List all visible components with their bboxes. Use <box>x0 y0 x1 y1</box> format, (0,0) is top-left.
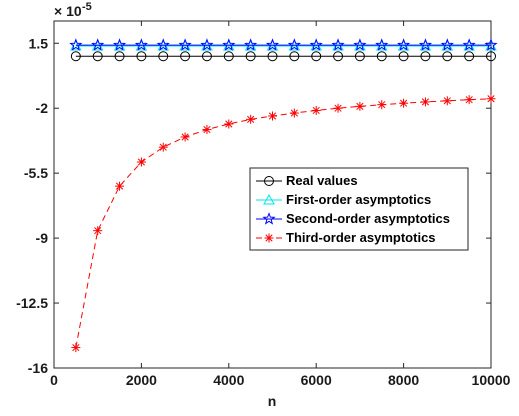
data-point <box>69 38 83 51</box>
data-point <box>311 51 322 62</box>
data-point <box>420 97 430 107</box>
y-tick-label: -16 <box>28 360 48 376</box>
series-3 <box>69 38 498 51</box>
data-point <box>158 142 168 152</box>
series-4 <box>71 94 496 353</box>
y-tick-label: 1.5 <box>29 35 49 51</box>
data-point <box>222 38 236 51</box>
data-point <box>289 108 299 118</box>
data-point <box>420 51 431 62</box>
legend-label: Real values <box>286 173 358 188</box>
data-point <box>333 51 344 62</box>
data-point <box>486 51 496 62</box>
data-point <box>202 125 212 135</box>
x-tick-label: 6000 <box>301 372 332 388</box>
data-point <box>442 96 452 106</box>
data-point <box>70 51 81 62</box>
x-tick-label: 8000 <box>388 372 419 388</box>
legend-label: Third-order asymptotics <box>286 230 436 245</box>
data-point <box>91 38 105 51</box>
data-point <box>289 51 300 62</box>
x-tick-label: 0 <box>50 372 58 388</box>
data-point <box>440 38 454 51</box>
data-point <box>178 38 192 51</box>
y-multiplier-exponent: -5 <box>82 1 92 13</box>
data-point <box>224 119 234 129</box>
data-point <box>377 100 387 110</box>
data-point <box>180 132 190 142</box>
y-axis-multiplier: × 10 -5 <box>54 1 92 19</box>
data-point <box>93 226 103 236</box>
data-point <box>244 38 258 51</box>
y-tick-label: -12.5 <box>16 295 48 311</box>
x-tick-label: 10000 <box>472 372 511 388</box>
data-point <box>484 38 498 51</box>
legend-swatch-marker <box>264 233 274 243</box>
x-tick-label: 2000 <box>126 372 157 388</box>
data-point <box>376 51 387 62</box>
x-axis-label: n <box>268 393 277 409</box>
data-point <box>158 51 169 62</box>
data-point <box>353 38 367 51</box>
series-layer <box>69 38 498 353</box>
data-point <box>462 38 476 51</box>
x-axis-ticks <box>53 21 492 368</box>
data-point <box>399 98 409 108</box>
y-tick-label: -2 <box>36 100 49 116</box>
legend-swatch-marker <box>263 193 275 205</box>
data-point <box>92 51 103 62</box>
data-point <box>245 51 256 62</box>
data-point <box>464 51 475 62</box>
y-tick-label: -9 <box>36 230 49 246</box>
data-point <box>311 105 321 115</box>
data-point <box>246 114 256 124</box>
data-point <box>201 51 212 62</box>
data-point <box>223 51 234 62</box>
data-point <box>354 51 365 62</box>
legend-swatches <box>256 176 282 243</box>
y-multiplier-base: × 10 <box>54 3 82 19</box>
data-point <box>156 38 170 51</box>
data-point <box>309 38 323 51</box>
legend-swatch-marker <box>264 176 274 186</box>
data-point <box>180 51 191 62</box>
legend-swatch-marker <box>262 212 276 225</box>
y-axis-tick-labels: -16 -12.5 -9 -5.5 -2 1.5 <box>16 35 48 376</box>
data-point <box>287 38 301 51</box>
data-point <box>331 38 345 51</box>
data-point <box>397 38 411 51</box>
data-point <box>136 157 146 167</box>
x-axis-tick-labels: 0 2000 4000 6000 8000 10000 <box>50 372 511 388</box>
data-point <box>265 38 280 51</box>
data-point <box>200 38 214 51</box>
data-point <box>267 51 278 62</box>
data-point <box>114 51 125 62</box>
data-point <box>442 51 453 62</box>
legend-box <box>249 167 469 251</box>
series-1 <box>70 51 496 62</box>
data-point <box>398 51 409 62</box>
y-tick-label: -5.5 <box>24 165 48 181</box>
data-point <box>268 111 277 121</box>
legend: Real values First-order asymptotics Seco… <box>249 167 469 251</box>
legend-label: Second-order asymptotics <box>286 211 450 226</box>
data-point <box>115 181 125 191</box>
data-point <box>355 101 365 111</box>
data-point <box>134 38 148 51</box>
legend-label: First-order asymptotics <box>286 192 431 207</box>
data-point <box>464 95 474 105</box>
data-point <box>71 343 81 353</box>
data-point <box>418 38 433 51</box>
data-point <box>486 94 496 104</box>
data-point <box>333 103 343 113</box>
data-point <box>136 51 147 62</box>
data-point <box>375 38 389 51</box>
data-point <box>112 38 127 51</box>
x-tick-label: 4000 <box>213 372 244 388</box>
